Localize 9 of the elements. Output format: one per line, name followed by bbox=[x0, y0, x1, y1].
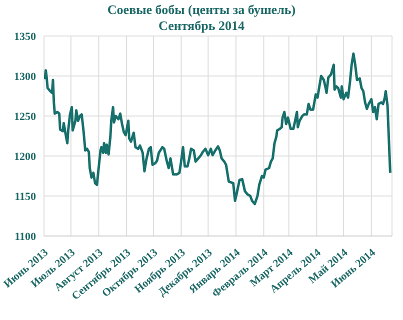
chart-subtitle: Сентябрь 2014 bbox=[158, 18, 244, 33]
y-tick-label: 1100 bbox=[14, 230, 36, 243]
y-tick-label: 1250 bbox=[14, 110, 36, 123]
y-tick-label: 1200 bbox=[14, 150, 36, 163]
line-series bbox=[44, 52, 392, 206]
y-tick-label: 1350 bbox=[14, 30, 36, 43]
y-tick-label: 1150 bbox=[14, 190, 36, 203]
chart-title: Соевые бобы (центы за бушель) bbox=[106, 2, 297, 18]
y-tick-label: 1300 bbox=[14, 70, 36, 83]
